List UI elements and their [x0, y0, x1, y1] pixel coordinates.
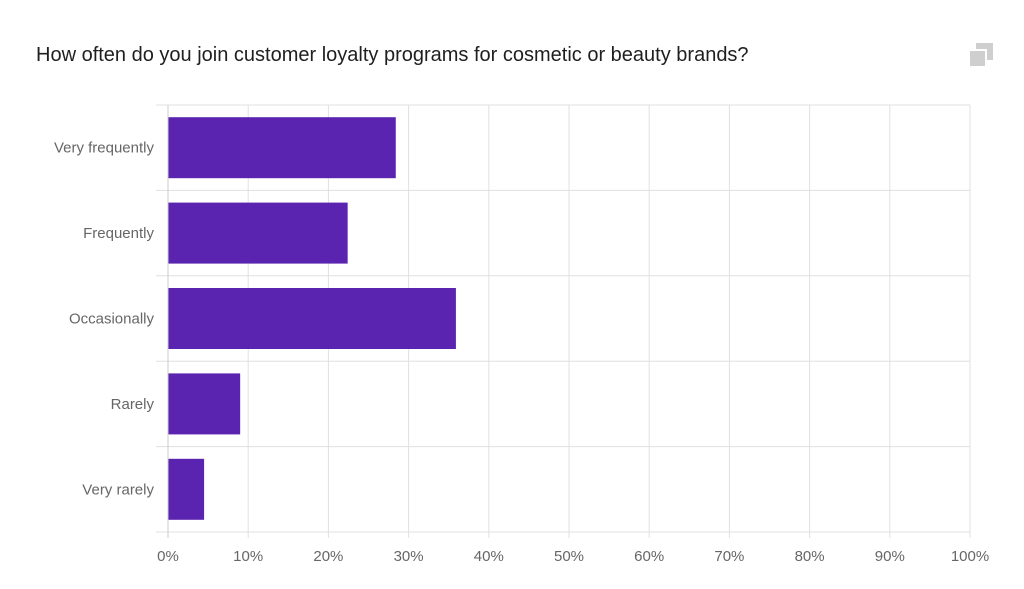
grid-lines [156, 104, 971, 538]
bar[interactable] [168, 373, 241, 435]
labels: 0% 10% 20% 30% 40% 50% 60% 70% 80% 90% 100% Very fr… [54, 140, 989, 565]
bars [168, 117, 456, 520]
x-tick-label: 30% [394, 548, 424, 565]
bar[interactable] [168, 202, 348, 264]
bar[interactable] [168, 117, 396, 179]
bar[interactable] [168, 288, 456, 349]
copy-icon[interactable] [968, 42, 994, 68]
bar[interactable] [168, 458, 205, 520]
x-tick-label: 100% [951, 548, 989, 565]
category-label: Very rarely [82, 481, 154, 498]
x-tick-label: 80% [795, 548, 825, 565]
x-tick-label: 40% [474, 548, 504, 565]
category-label: Frequently [83, 225, 154, 242]
category-label: Rarely [111, 396, 155, 413]
x-tick-label: 90% [875, 548, 905, 565]
x-tick-label: 50% [554, 548, 584, 565]
category-label: Very frequently [54, 140, 155, 157]
x-tick-label: 0% [157, 548, 179, 565]
category-label: Occasionally [69, 311, 155, 328]
chart-title: How often do you join customer loyalty p… [36, 44, 749, 66]
x-tick-label: 20% [313, 548, 343, 565]
x-tick-label: 70% [714, 548, 744, 565]
x-tick-label: 10% [233, 548, 263, 565]
x-tick-label: 60% [634, 548, 664, 565]
